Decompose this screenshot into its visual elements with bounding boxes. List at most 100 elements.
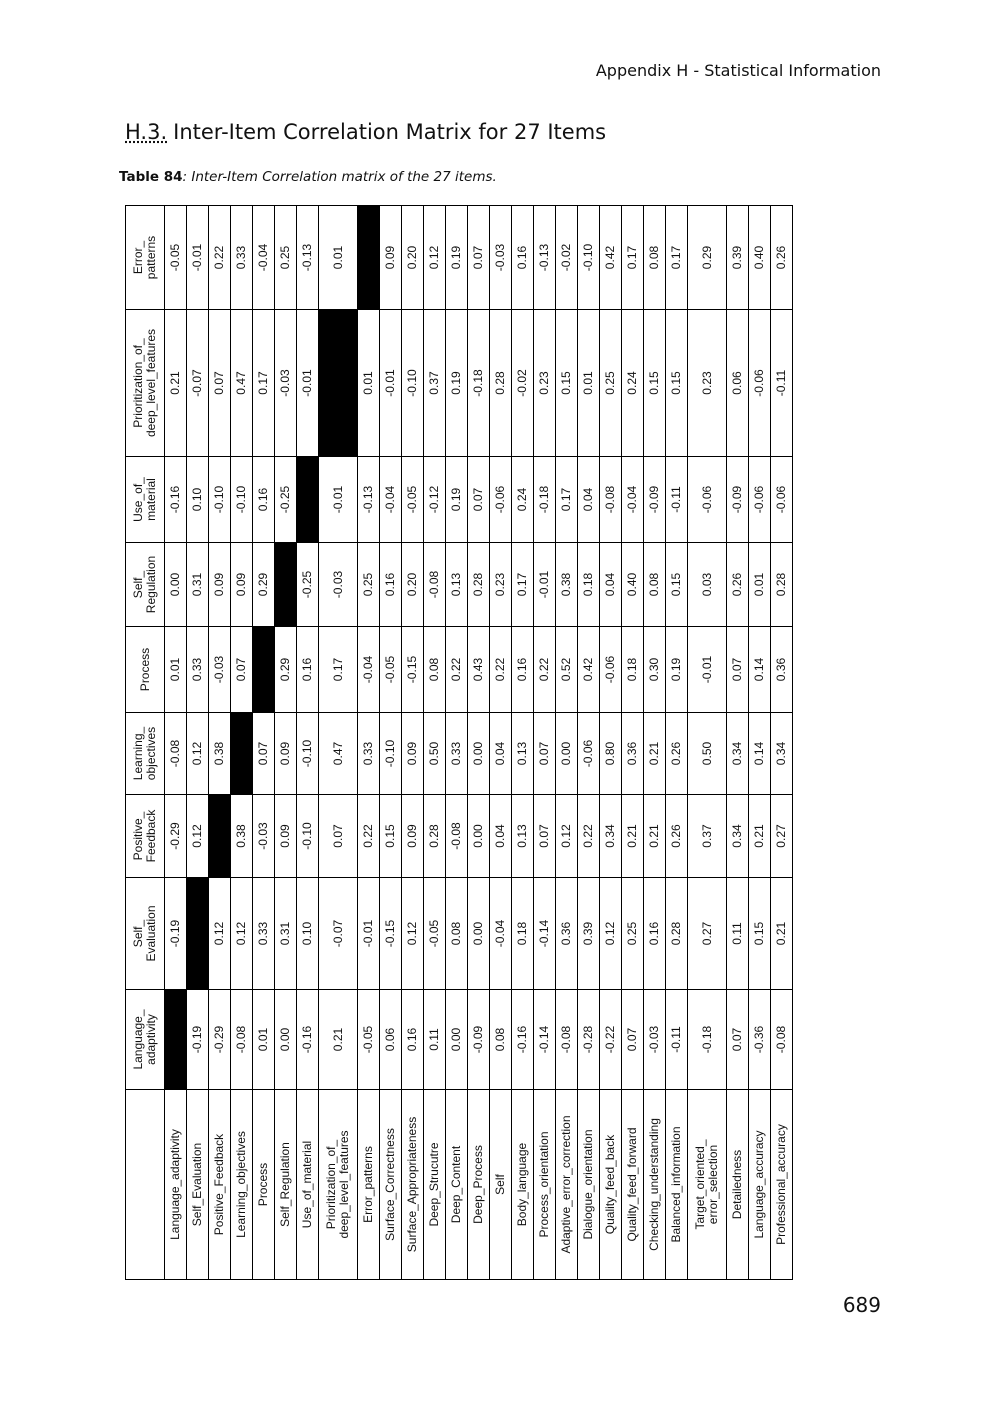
table-row: Surface_Appropriateness 0.16 0.12 0.09 0.09-…: [401, 205, 424, 1280]
value-cell: 0.07: [208, 309, 231, 457]
value-cell: -0.29: [208, 989, 231, 1090]
column-header: Language_ adaptivity: [125, 989, 165, 1090]
row-label: Target_oriented_ error_selection: [687, 1089, 727, 1280]
value-cell: 0.40: [621, 542, 644, 627]
value-cell: 0.13: [511, 794, 534, 878]
value-cell: 0.00: [555, 712, 578, 795]
value-cell: -0.02: [555, 205, 578, 310]
value-cell: -0.16: [511, 989, 534, 1090]
value-cell: 0.19: [445, 205, 468, 310]
value-cell: -0.03: [318, 542, 358, 627]
value-cell: -0.18: [467, 309, 490, 457]
value-cell: -0.08: [599, 456, 622, 543]
value-cell: 0.80: [599, 712, 622, 795]
table-row: Dialogue_orientation -0.28 0.39 0.22 -0.06 0.…: [577, 205, 600, 1280]
value-cell: 0.15: [665, 309, 688, 457]
value-cell: 0.07: [230, 626, 253, 713]
row-label: Language_adaptivity: [164, 1089, 187, 1280]
value-cell: 0.28: [665, 877, 688, 990]
value-cell: 0.01: [577, 309, 600, 457]
table-row: Deep_Process -0.09 0.00 0.00 0.00 0.43 0.28 0.0…: [467, 205, 490, 1280]
value-cell: 0.16: [379, 542, 402, 627]
value-cell: -0.09: [726, 456, 749, 543]
row-label: Language_accuracy: [748, 1089, 771, 1280]
value-cell: -0.08: [423, 542, 446, 627]
value-cell: 0.39: [726, 205, 749, 310]
value-cell: 0.12: [186, 794, 209, 878]
value-cell: 0.50: [687, 712, 727, 795]
value-cell: 0.24: [511, 456, 534, 543]
value-cell: 0.10: [186, 456, 209, 543]
value-cell: 0.22: [208, 205, 231, 310]
value-cell: -0.08: [164, 712, 187, 795]
value-cell: 0.28: [770, 542, 793, 627]
value-cell: -0.16: [296, 989, 319, 1090]
value-cell: -0.06: [577, 712, 600, 795]
value-cell: 0.26: [770, 205, 793, 310]
diagonal-cell: [208, 794, 231, 878]
value-cell: 0.08: [643, 542, 666, 627]
value-cell: 0.18: [577, 542, 600, 627]
value-cell: -0.06: [770, 456, 793, 543]
table-row: Target_oriented_ error_selection -0.18 0.2…: [687, 205, 727, 1280]
value-cell: 0.19: [445, 456, 468, 543]
value-cell: 0.38: [230, 794, 253, 878]
table-row: Checking_understanding -0.03 0.16 0.21 0.21 0…: [643, 205, 666, 1280]
value-cell: 0.11: [423, 989, 446, 1090]
row-label: Self_Regulation: [274, 1089, 297, 1280]
value-cell: -0.02: [511, 309, 534, 457]
value-cell: -0.03: [252, 794, 275, 878]
value-cell: 0.24: [621, 309, 644, 457]
value-cell: 0.22: [489, 626, 512, 713]
value-cell: 0.12: [599, 877, 622, 990]
value-cell: 0.22: [357, 794, 380, 878]
value-cell: 0.22: [445, 626, 468, 713]
value-cell: 0.07: [467, 205, 490, 310]
value-cell: -0.19: [164, 877, 187, 990]
table-row: Learning_objectives -0.08 0.12 0.38 0.07 0.09…: [230, 205, 253, 1280]
value-cell: 0.28: [467, 542, 490, 627]
running-title: Appendix H - Statistical Information: [595, 61, 881, 80]
value-cell: 0.20: [401, 542, 424, 627]
row-label: Use_of_material: [296, 1089, 319, 1280]
table-body: Language_adaptivity -0.19 -0.29 -0.08 0.01 0.…: [164, 205, 793, 1280]
value-cell: -0.08: [770, 989, 793, 1090]
value-cell: 0.33: [230, 205, 253, 310]
value-cell: 0.22: [577, 794, 600, 878]
value-cell: -0.29: [164, 794, 187, 878]
diagonal-cell: [164, 989, 187, 1090]
table-row: Self_Evaluation -0.19 0.12 0.12 0.33 0.31 0.10…: [186, 205, 209, 1280]
value-cell: 0.11: [726, 877, 749, 990]
value-cell: 0.30: [643, 626, 666, 713]
value-cell: 0.18: [621, 626, 644, 713]
value-cell: -0.16: [164, 456, 187, 543]
row-label: Quality_feed_forward: [621, 1089, 644, 1280]
value-cell: 0.18: [511, 877, 534, 990]
value-cell: 0.29: [274, 626, 297, 713]
table-row: Quality_feed_forward 0.07 0.25 0.21 0.36 0.18…: [621, 205, 644, 1280]
value-cell: 0.01: [318, 205, 358, 310]
value-cell: 0.25: [621, 877, 644, 990]
value-cell: 0.16: [296, 626, 319, 713]
value-cell: -0.19: [186, 989, 209, 1090]
value-cell: 0.20: [401, 205, 424, 310]
value-cell: 0.21: [643, 712, 666, 795]
header-row: Language_ adaptivity Self_ Evaluation Posi…: [125, 205, 165, 1280]
value-cell: 0.21: [748, 794, 771, 878]
value-cell: 0.00: [467, 712, 490, 795]
value-cell: -0.14: [533, 877, 556, 990]
value-cell: 0.08: [489, 989, 512, 1090]
value-cell: 0.50: [423, 712, 446, 795]
value-cell: 0.33: [252, 877, 275, 990]
value-cell: -0.12: [423, 456, 446, 543]
value-cell: 0.14: [748, 626, 771, 713]
value-cell: -0.13: [533, 205, 556, 310]
value-cell: -0.13: [296, 205, 319, 310]
value-cell: 0.29: [687, 205, 727, 310]
table-row: Self_Regulation 0.00 0.31 0.09 0.09 0.29 -0.25…: [274, 205, 297, 1280]
value-cell: 0.42: [577, 626, 600, 713]
value-cell: 0.47: [318, 712, 358, 795]
value-cell: -0.15: [379, 877, 402, 990]
value-cell: 0.16: [252, 456, 275, 543]
